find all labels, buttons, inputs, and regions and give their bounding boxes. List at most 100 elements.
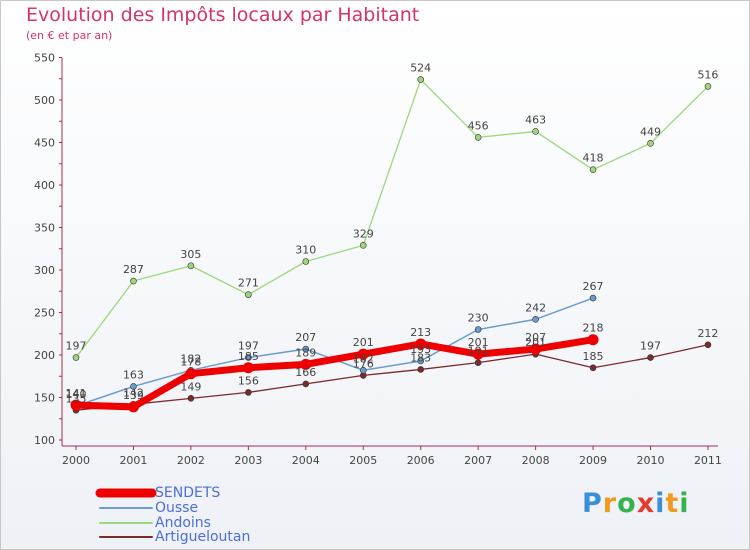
data-label-sendets: 178	[180, 356, 201, 369]
data-label-sendets: 201	[468, 336, 489, 349]
data-point-artigueloutan	[187, 395, 195, 402]
data-label-sendets: 213	[410, 326, 431, 339]
data-label-ousse: 140	[66, 388, 87, 401]
data-label-andoins: 524	[410, 62, 431, 75]
data-point-ousse	[302, 345, 310, 353]
data-point-sendets	[587, 334, 599, 346]
data-label-sendets: 218	[583, 322, 604, 335]
data-label-artigueloutan: 191	[468, 345, 489, 358]
data-point-artigueloutan	[417, 366, 425, 373]
data-label-ousse: 207	[295, 331, 316, 344]
y-tick-label: 100	[34, 434, 55, 447]
data-label-ousse: 197	[238, 340, 259, 353]
data-label-sendets: 141	[66, 387, 87, 400]
chart-title: Evolution des Impôts locaux par Habitant	[26, 4, 420, 26]
chart-subtitle: (en € et par an)	[26, 29, 113, 42]
series-line-artigueloutan	[75, 344, 709, 411]
x-tick-label: 2010	[637, 454, 665, 467]
data-point-sendets	[415, 338, 427, 350]
data-point-andoins	[647, 140, 654, 147]
data-label-artigueloutan: 176	[353, 357, 374, 370]
data-point-ousse	[245, 354, 252, 361]
data-label-andoins: 271	[238, 277, 259, 290]
data-label-artigueloutan: 183	[410, 351, 431, 364]
data-point-andoins	[130, 277, 137, 285]
data-point-andoins	[302, 258, 310, 265]
data-label-ousse: 193	[410, 343, 431, 356]
x-tick-label: 2004	[292, 454, 320, 467]
x-tick-label: 2001	[119, 454, 147, 467]
data-label-sendets: 207	[525, 331, 546, 344]
legend-label-artigueloutan: Artigueloutan	[155, 529, 251, 545]
axes	[59, 57, 718, 450]
data-label-artigueloutan: 149	[180, 380, 201, 393]
x-tick-label: 2007	[464, 454, 492, 467]
data-label-artigueloutan: 166	[295, 366, 316, 379]
data-point-sendets	[185, 368, 197, 380]
brand-letter: o	[617, 488, 637, 519]
series-line-andoins	[75, 78, 709, 359]
legend-label-andoins: Andoins	[155, 515, 211, 531]
data-label-andoins: 329	[353, 227, 374, 240]
data-label-artigueloutan: 201	[525, 336, 546, 349]
data-label-artigueloutan: 135	[66, 392, 87, 405]
x-tick-label: 2005	[349, 454, 377, 467]
brand-letter: P	[582, 488, 603, 519]
data-point-andoins	[417, 76, 425, 83]
y-tick-label: 400	[34, 179, 55, 192]
y-tick-label: 500	[34, 94, 55, 107]
x-tick-label: 2006	[407, 454, 435, 467]
data-point-ousse	[474, 326, 482, 333]
data-point-andoins	[359, 242, 367, 249]
data-label-ousse: 182	[180, 352, 201, 365]
series-lines	[70, 76, 712, 414]
brand-letter: t	[665, 488, 680, 519]
y-tick-label: 450	[34, 137, 55, 150]
data-point-ousse	[532, 315, 539, 323]
brand-letter: r	[602, 488, 618, 519]
data-label-andoins: 305	[180, 248, 201, 261]
data-label-andoins: 463	[525, 113, 546, 126]
data-point-andoins	[474, 134, 482, 141]
data-point-artigueloutan	[245, 389, 252, 396]
legend-swatches	[95, 488, 157, 538]
data-label-ousse: 163	[123, 368, 144, 381]
x-tick-label: 2011	[694, 454, 722, 467]
y-tick-label: 150	[34, 392, 55, 405]
data-point-artigueloutan	[474, 359, 482, 366]
x-tick-labels: 2000 2001 2002 2003 2004 2005 2006 2007 2008 2009…	[62, 454, 722, 467]
data-label-artigueloutan: 185	[583, 350, 604, 363]
data-label-andoins: 197	[66, 340, 87, 353]
data-point-artigueloutan	[704, 341, 712, 349]
data-label-sendets: 139	[123, 389, 144, 402]
series-line-sendets	[72, 336, 597, 411]
data-point-sendets	[242, 362, 254, 374]
data-point-sendets	[472, 348, 484, 360]
y-tick-label: 550	[34, 52, 55, 65]
data-label-ousse: 242	[525, 301, 546, 314]
data-point-ousse	[589, 294, 597, 302]
data-point-andoins	[704, 83, 712, 90]
data-point-andoins	[187, 262, 195, 270]
data-point-andoins	[245, 291, 252, 298]
x-tick-label: 2009	[579, 454, 607, 467]
data-label-artigueloutan: 212	[697, 327, 718, 340]
x-tick-label: 2002	[177, 454, 205, 467]
brand-logo: Proxiti	[582, 488, 690, 519]
brand-letter: x	[636, 488, 656, 519]
x-tick-label: 2000	[62, 454, 90, 467]
data-point-artigueloutan	[647, 354, 654, 361]
data-label-ousse: 230	[468, 312, 489, 325]
data-point-ousse	[417, 357, 425, 365]
data-point-sendets	[300, 358, 312, 370]
data-label-sendets: 185	[238, 350, 259, 363]
data-label-andoins: 456	[468, 119, 489, 132]
data-label-sendets: 189	[295, 346, 316, 359]
x-tick-label: 2003	[234, 454, 262, 467]
y-tick-labels: 100 150 200 250 300 350 400 450 500 550	[34, 52, 55, 448]
brand-letter: i	[655, 488, 666, 519]
data-point-sendets	[127, 401, 139, 413]
data-label-ousse: 182	[353, 352, 374, 365]
x-tick-label: 2008	[522, 454, 550, 467]
data-point-andoins	[589, 166, 597, 173]
